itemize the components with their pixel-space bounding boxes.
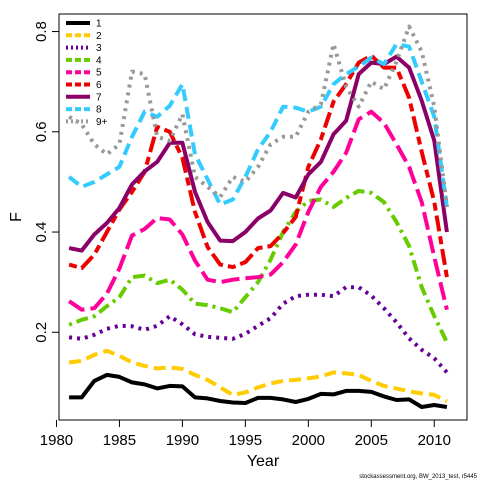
y-tick-label: 0.2	[33, 322, 50, 343]
y-axis: 0.2 0.4 0.6 0.8	[33, 21, 59, 343]
legend-label: 2	[96, 31, 102, 42]
y-tick-label: 0.4	[33, 222, 50, 243]
series-line-5	[67, 109, 449, 312]
x-tick-label: 1990	[166, 432, 199, 449]
y-tick-label: 0.6	[33, 121, 50, 142]
plot-frame	[58, 13, 468, 421]
legend-label: 3	[96, 43, 102, 54]
legend-label: 6	[96, 80, 102, 91]
y-axis-title: F	[8, 212, 25, 222]
series-line-4	[68, 188, 449, 344]
x-tick-label: 1980	[40, 432, 73, 449]
legend-label: 9+	[96, 117, 108, 128]
series-line-6	[68, 53, 449, 278]
series-line-2	[68, 348, 448, 404]
series-line-8	[67, 42, 449, 208]
credit-text: stockassessment.org, BW_2013_test, r5445	[359, 474, 477, 480]
x-tick-label: 2010	[418, 432, 451, 449]
legend-label: 7	[96, 92, 102, 103]
x-tick-label: 1985	[103, 432, 136, 449]
legend-label: 1	[96, 19, 102, 30]
series-line-9	[68, 24, 449, 208]
x-axis: 1980 1985 1990 1995 2000 2005 2010	[40, 420, 451, 449]
x-tick-label: 2005	[355, 432, 388, 449]
x-tick-label: 2000	[292, 432, 325, 449]
series-line-3	[68, 285, 449, 374]
legend-label: 8	[96, 105, 102, 116]
legend-label: 5	[96, 68, 102, 79]
y-tick-label: 0.8	[33, 21, 50, 42]
x-tick-label: 1995	[229, 432, 262, 449]
x-axis-title: Year	[247, 453, 280, 470]
series-layer	[67, 24, 449, 409]
series-line-1	[69, 372, 448, 409]
legend-label: 4	[96, 55, 102, 66]
